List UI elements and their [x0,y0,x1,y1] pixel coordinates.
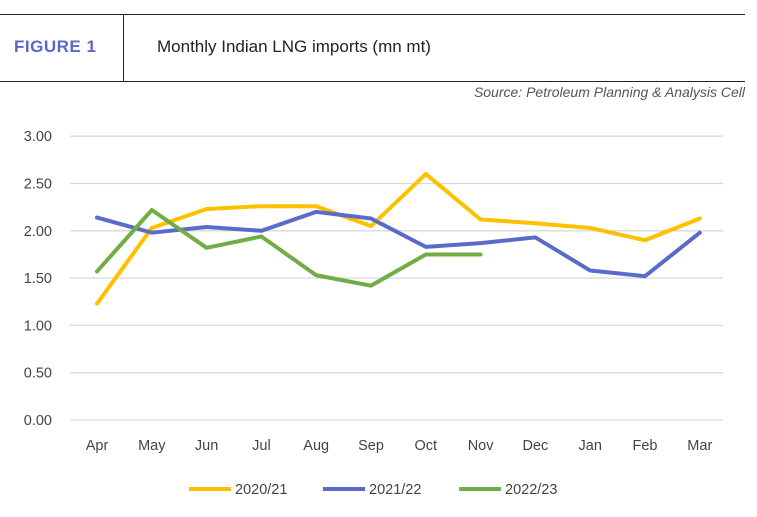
y-tick-label: 2.50 [24,177,52,193]
legend-label: 2022/23 [505,482,557,498]
x-tick-label: Jul [252,438,271,454]
x-tick-label: Oct [415,438,438,454]
header-divider [123,15,124,81]
y-tick-label: 1.00 [24,318,52,334]
series-line-2022-23 [95,207,483,288]
figure-header: FIGURE 1 Monthly Indian LNG imports (mn … [0,14,745,82]
figure-label: FIGURE 1 [14,37,97,56]
x-tick-label: Jun [195,438,218,454]
x-tick-label: Sep [358,438,384,454]
x-tick-label: Dec [523,438,549,454]
series-line-2020-21 [95,172,702,306]
legend-label: 2021/22 [369,482,421,498]
x-tick-label: Aug [303,438,329,454]
source-note: Source: Petroleum Planning & Analysis Ce… [473,84,745,100]
x-tick-label: May [138,438,166,454]
y-tick-label: 1.50 [24,271,52,287]
x-tick-label: Nov [468,438,495,454]
x-tick-label: Feb [633,438,658,454]
x-tick-label: Jan [579,438,602,454]
x-tick-label: Mar [687,438,712,454]
series-line-2021-22 [95,209,702,279]
x-tick-label: Apr [86,438,109,454]
legend-label: 2020/21 [235,482,287,498]
y-tick-label: 0.00 [24,413,52,429]
y-tick-label: 0.50 [24,366,52,382]
y-tick-label: 3.00 [24,129,52,145]
y-tick-label: 2.00 [24,224,52,240]
chart-title: Monthly Indian LNG imports (mn mt) [157,37,431,56]
